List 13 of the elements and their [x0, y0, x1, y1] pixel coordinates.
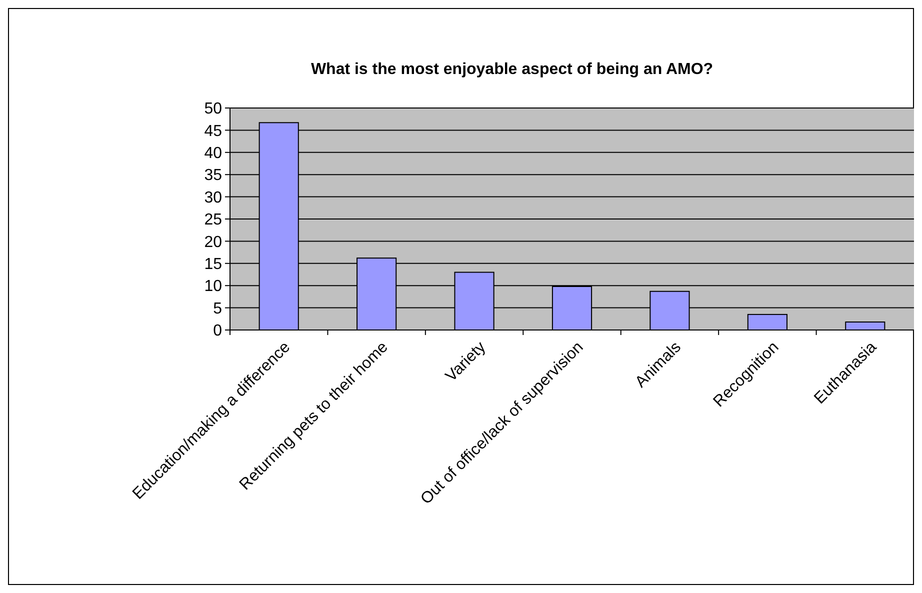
bar — [747, 314, 788, 330]
y-tick-label: 10 — [204, 278, 222, 296]
y-tick-label: 5 — [213, 300, 222, 318]
y-tick-label: 15 — [204, 256, 222, 273]
y-tick-label: 40 — [204, 145, 222, 162]
chart-title: What is the most enjoyable aspect of being an AMO? — [310, 61, 714, 78]
y-tick-label: 30 — [204, 189, 222, 206]
y-tick-label: 35 — [204, 167, 222, 184]
y-tick-label: 45 — [204, 122, 222, 140]
y-tick-label: 20 — [204, 234, 222, 251]
y-tick-label: 0 — [213, 322, 222, 340]
y-tick-label: 25 — [204, 212, 222, 229]
y-tick-label: 50 — [204, 100, 222, 118]
